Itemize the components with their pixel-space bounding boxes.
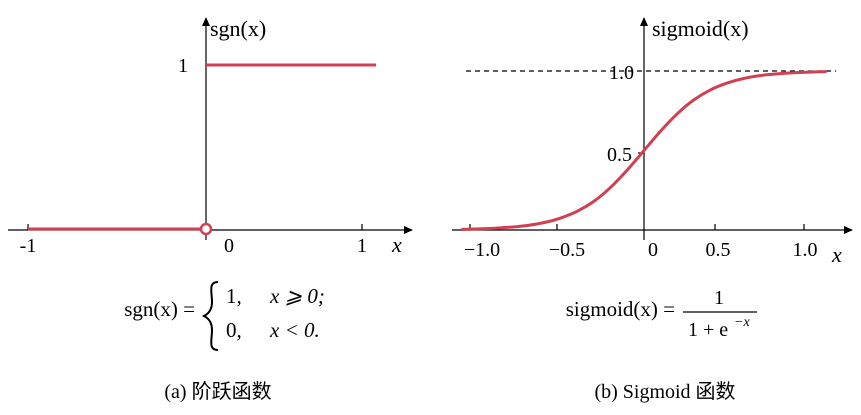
sigmoid-x-tick-0: 0 [648,239,658,261]
step-x-label: x [391,232,402,257]
sigmoid-formula-numerator: 1 [714,287,724,309]
sigmoid-formula-denominator-exp: −x [734,315,750,330]
sigmoid-caption: (b) Sigmoid 函数 [594,380,735,403]
sigmoid-formula-lhs: sigmoid(x) = [566,297,675,321]
step-x-tick-0: 0 [224,235,234,257]
step-formula: sgn(x) = 1, x ⩾ 0; 0, x < 0. [124,281,325,351]
step-open-point [199,222,213,236]
step-caption: (a) 阶跃函数 [164,380,271,403]
step-formula-case1-value: 1, [226,284,242,308]
step-y-label: sgn(x) [210,16,266,41]
step-x-tick-1: 1 [357,235,367,257]
step-formula-brace [201,281,219,351]
sigmoid-y-tick-10: 1.0 [609,62,634,84]
step-formula-case2-cond: x < 0. [269,318,320,342]
sigmoid-x-tick-neg05: −0.5 [549,239,585,261]
sigmoid-curve [461,70,827,231]
step-y-tick-1: 1 [178,55,188,77]
step-formula-case1-cond: x ⩾ 0; [269,284,325,308]
sigmoid-y-tick-05: 0.5 [607,144,632,166]
step-chart: sgn(x) x -1 0 1 1 [8,16,413,257]
sigmoid-formula: sigmoid(x) = 1 1 + e −x [566,287,757,341]
step-formula-case2-value: 0, [226,318,242,342]
step-formula-lhs: sgn(x) = [124,297,195,321]
sigmoid-x-tick-1: 1.0 [793,239,818,261]
sigmoid-x-tick-05: 0.5 [706,239,731,261]
sigmoid-y-label: sigmoid(x) [652,16,749,41]
sigmoid-formula-denominator-base: 1 + e [688,319,728,341]
sigmoid-chart: sigmoid(x) x −1.0 −0.5 0 0.5 1.0 0.5 1.0 [452,16,853,267]
sigmoid-x-label: x [831,242,842,267]
sigmoid-x-tick-neg1: −1.0 [464,239,500,261]
step-x-tick-neg1: -1 [20,235,37,257]
